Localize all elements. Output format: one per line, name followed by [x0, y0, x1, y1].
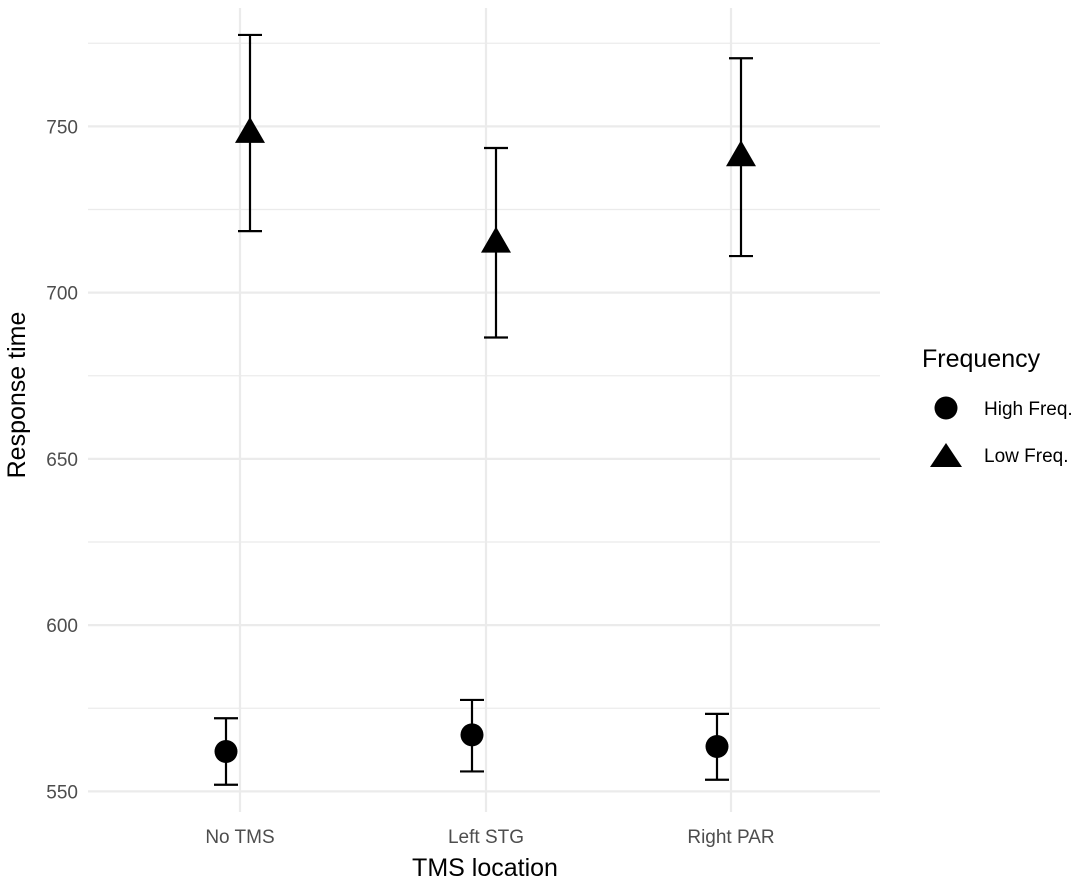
legend: Frequency High Freq. Low Freq.	[922, 345, 1073, 467]
data-points	[214, 116, 756, 763]
x-axis-title: TMS location	[412, 854, 558, 882]
x-axis-tick-labels: No TMS Left STG Right PAR	[205, 827, 774, 848]
data-point-triangle	[481, 226, 511, 253]
y-tick-label: 600	[46, 616, 78, 637]
y-tick-label: 750	[46, 117, 78, 138]
data-point-triangle	[726, 140, 756, 167]
data-point-triangle	[235, 116, 265, 143]
data-point-circle	[705, 734, 729, 758]
legend-label: High Freq.	[984, 399, 1073, 420]
y-tick-label: 650	[46, 450, 78, 471]
y-axis-title: Response time	[3, 312, 31, 479]
y-tick-label: 700	[46, 284, 78, 305]
x-tick-label: No TMS	[205, 827, 274, 848]
x-tick-label: Right PAR	[687, 827, 774, 848]
minor-gridlines	[88, 42, 880, 709]
major-gridlines	[88, 8, 880, 812]
data-point-circle	[460, 723, 484, 747]
data-point-circle	[214, 739, 238, 763]
legend-title: Frequency	[922, 345, 1041, 373]
y-tick-label: 550	[46, 782, 78, 803]
legend-key-triangle	[930, 443, 962, 467]
y-axis-tick-labels: 550 600 650 700 750	[46, 117, 78, 803]
legend-label: Low Freq.	[984, 446, 1068, 467]
legend-key-circle	[934, 396, 958, 420]
error-bars	[214, 33, 753, 786]
x-tick-label: Left STG	[448, 827, 524, 848]
